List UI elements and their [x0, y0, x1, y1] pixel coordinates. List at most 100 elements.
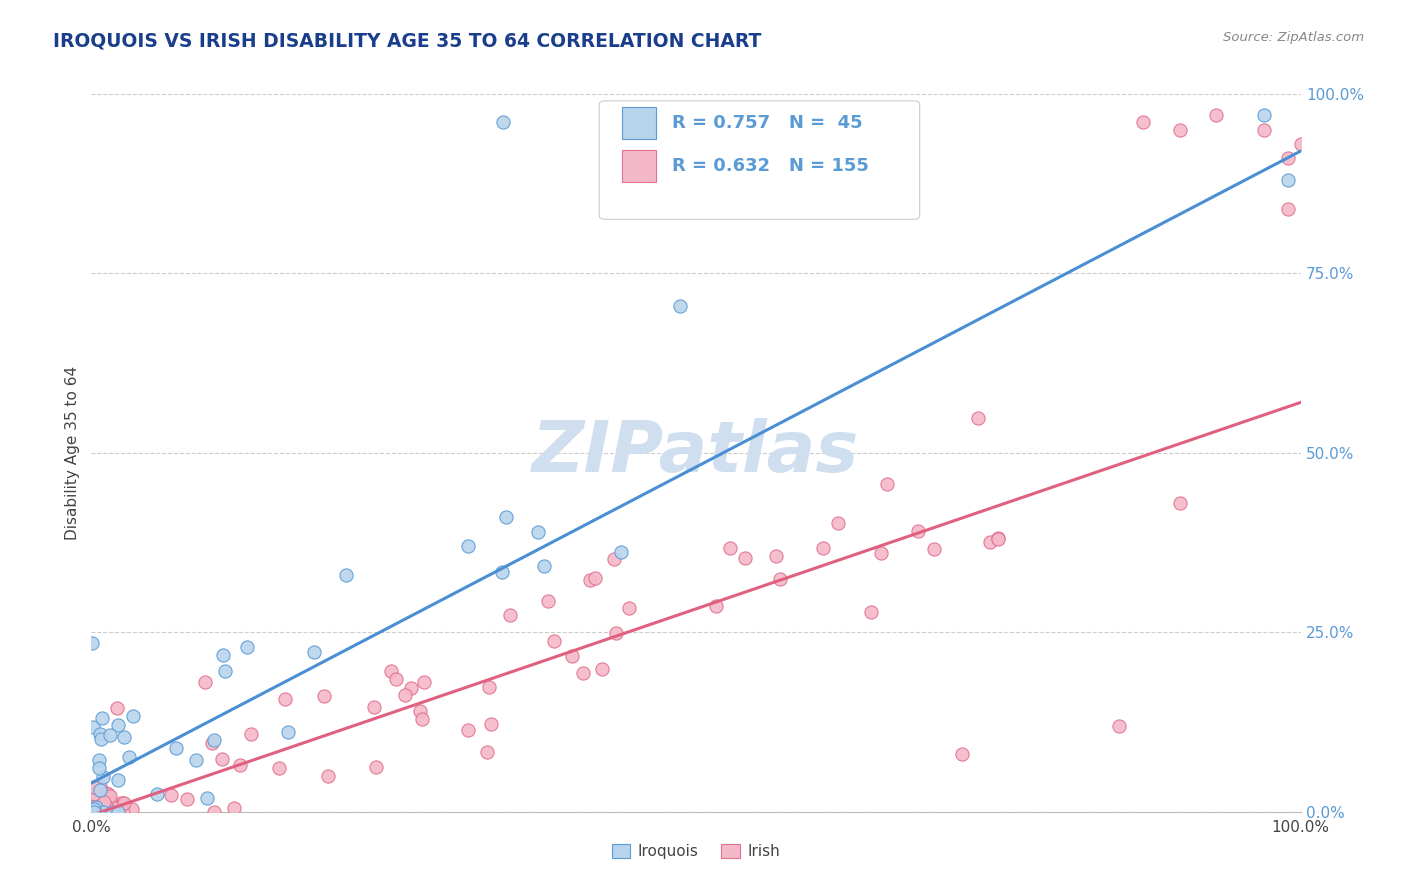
Point: [89, 802, 111, 816]
Point: [83, 802, 105, 816]
Point: [83, 803, 105, 817]
Point: [159, 789, 181, 803]
Bar: [623, 150, 657, 182]
Point: [107, 717, 129, 731]
Point: [1205, 108, 1227, 122]
Point: [91, 805, 114, 819]
Point: [274, 691, 297, 706]
Point: [89, 803, 111, 817]
Point: [93, 801, 115, 815]
Point: [100, 797, 122, 812]
Point: [591, 662, 613, 676]
Point: [101, 797, 124, 811]
Point: [979, 535, 1001, 549]
Point: [83, 780, 105, 794]
Point: [83, 804, 105, 818]
Point: [617, 601, 640, 615]
Point: [90, 731, 112, 746]
Point: [83, 805, 105, 819]
Point: [90, 797, 112, 811]
Point: [84, 799, 107, 814]
Point: [89, 780, 111, 794]
Point: [201, 736, 224, 750]
Point: [385, 673, 408, 687]
Point: [950, 747, 973, 762]
Point: [811, 541, 834, 555]
Point: [80, 799, 103, 814]
Point: [870, 545, 893, 559]
Point: [1289, 136, 1312, 151]
Point: [90, 798, 112, 813]
Point: [111, 796, 134, 810]
Point: [610, 545, 633, 559]
Point: [335, 567, 357, 582]
Point: [97, 798, 120, 813]
Point: [214, 664, 236, 678]
Point: [533, 559, 555, 574]
Point: [80, 795, 103, 809]
Point: [82, 795, 104, 809]
Point: [80, 800, 103, 814]
Point: [186, 753, 208, 767]
Point: [527, 525, 550, 540]
Point: [83, 788, 105, 802]
Point: [1253, 108, 1275, 122]
Point: [91, 770, 114, 784]
Point: [82, 801, 104, 815]
Point: [87, 785, 110, 799]
Text: IROQUOIS VS IRISH DISABILITY AGE 35 TO 64 CORRELATION CHART: IROQUOIS VS IRISH DISABILITY AGE 35 TO 6…: [53, 31, 762, 50]
Legend: Iroquois, Irish: Iroquois, Irish: [606, 838, 786, 865]
Point: [380, 664, 402, 678]
Point: [87, 803, 110, 817]
Point: [165, 740, 187, 755]
Point: [277, 725, 299, 739]
Point: [212, 648, 235, 662]
Point: [96, 801, 118, 815]
Point: [121, 802, 143, 816]
Point: [267, 761, 290, 775]
Point: [240, 726, 263, 740]
Point: [704, 599, 727, 613]
Point: [860, 606, 883, 620]
Point: [89, 804, 111, 818]
Point: [176, 791, 198, 805]
Point: [82, 804, 104, 818]
Bar: [623, 106, 657, 139]
Point: [312, 690, 335, 704]
Point: [1277, 202, 1299, 216]
Point: [228, 758, 250, 772]
Point: [98, 803, 121, 817]
Point: [87, 801, 110, 815]
Point: [876, 476, 898, 491]
Point: [91, 788, 114, 802]
Point: [100, 797, 122, 812]
Y-axis label: Disability Age 35 to 64: Disability Age 35 to 64: [65, 366, 80, 540]
Point: [112, 797, 135, 811]
Text: R = 0.632   N = 155: R = 0.632 N = 155: [672, 157, 869, 175]
Point: [409, 704, 432, 718]
Point: [82, 800, 104, 814]
Point: [86, 798, 108, 813]
Point: [1108, 718, 1130, 732]
Point: [107, 805, 129, 819]
Point: [94, 797, 117, 812]
Point: [90, 800, 112, 814]
Point: [734, 550, 756, 565]
Point: [479, 717, 502, 731]
Point: [571, 666, 593, 681]
Point: [561, 648, 583, 663]
Point: [84, 804, 107, 818]
Point: [97, 787, 120, 801]
Point: [107, 772, 129, 787]
Point: [87, 753, 110, 767]
Point: [94, 798, 117, 813]
Point: [411, 713, 433, 727]
Point: [922, 541, 945, 556]
Point: [579, 573, 602, 587]
Point: [111, 805, 134, 819]
Point: [93, 796, 115, 810]
Point: [80, 805, 103, 819]
Text: ZIPatlas: ZIPatlas: [533, 418, 859, 487]
Point: [1277, 173, 1299, 187]
Point: [495, 510, 517, 524]
